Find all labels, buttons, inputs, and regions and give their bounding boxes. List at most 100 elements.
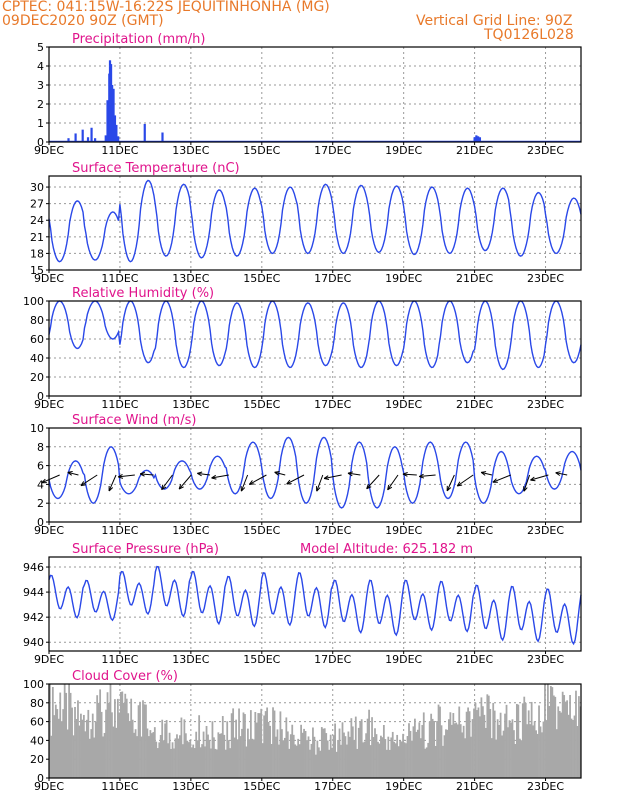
wind-vector-arrow [492, 474, 511, 483]
x-tick-label: 17DEC [314, 653, 351, 666]
cloud-bar [267, 721, 270, 778]
cloud-bar [281, 729, 283, 778]
y-tick-label: 3 [37, 79, 44, 92]
cloud-bar [356, 748, 359, 778]
precip-bar [94, 138, 97, 142]
cloud-bar [558, 710, 561, 778]
cloud-bar [275, 736, 277, 778]
cloud-bar [116, 698, 119, 778]
cloud-bar [476, 710, 478, 778]
wind-vector-arrow [240, 474, 249, 492]
x-tick-label: 13DEC [172, 780, 209, 793]
y-tick-label: 15 [30, 264, 44, 277]
cloud-bar [122, 702, 125, 778]
cloud-bar [396, 734, 399, 778]
y-tick-label: 24 [30, 214, 44, 227]
cloud-bar [465, 711, 468, 778]
wind-frame [48, 427, 582, 523]
cloud-bar [456, 724, 459, 778]
cloud-bar [97, 702, 100, 778]
cloud-bar [229, 748, 232, 778]
cloud-bar [564, 701, 567, 778]
cloud-bar [538, 705, 540, 778]
y-tick-label: 2 [37, 497, 44, 510]
cloud-bar [340, 744, 342, 778]
cloud-bar [255, 722, 258, 778]
cloud-bar [310, 743, 313, 778]
cloud-bar [316, 740, 319, 778]
cloud-bar [496, 719, 499, 778]
wind-arrow-head [316, 486, 321, 492]
precip-bar [111, 85, 114, 142]
cloud-bar [366, 718, 369, 778]
cloud-bar [198, 715, 201, 778]
precip-bar [475, 135, 478, 142]
cloud-bar [254, 711, 257, 778]
cloud-bar [50, 735, 53, 778]
y-tick-label: 944 [23, 586, 44, 599]
cloud-bar [134, 729, 137, 778]
cloud-bar [408, 723, 410, 778]
rh-panel: 0 20 40 60 80 100 9DEC 11DEC 13DEC 15DEC 17DEC 19DE… [23, 286, 582, 411]
cloud-bar [158, 742, 161, 778]
station-title: CPTEC: 041:15W-16:22S JEQUITINHONHA (MG) [2, 0, 330, 15]
cloud-bar [91, 713, 94, 778]
cloud-bar [223, 734, 226, 778]
cloud-bar [244, 714, 246, 778]
cloud-bar [541, 732, 543, 778]
cloud-bar [247, 728, 249, 778]
y-tick-label: 60 [30, 716, 44, 729]
wind-arrow-head [139, 471, 146, 477]
cloud-bar [248, 739, 251, 778]
cloud-bar [111, 712, 113, 778]
cloud-bar [380, 735, 382, 778]
wind-vector-arrow [387, 474, 399, 491]
x-tick-label: 23DEC [527, 653, 564, 666]
y-tick-label: 8 [37, 441, 44, 454]
model-id: TQ0126L028 [484, 27, 574, 43]
cloud-bar [143, 704, 146, 778]
cloud-bar [382, 724, 385, 778]
cloud-bar [484, 727, 487, 778]
cloud-bar [576, 726, 579, 778]
cloud-bar [510, 722, 512, 778]
wind-vector-arrow [316, 474, 324, 492]
cloud-bar [75, 718, 78, 778]
cloud-bar [375, 734, 378, 778]
wind-vector-arrow [211, 474, 229, 479]
cloud-bar [369, 745, 372, 778]
cloud-bar [527, 710, 530, 778]
cloud-bar [499, 712, 502, 778]
cloud-bar [195, 731, 198, 778]
cloud-bar [412, 726, 415, 778]
cloud-bar [80, 713, 82, 778]
precip-bar [161, 132, 164, 142]
wind-vector-arrow [523, 474, 531, 492]
cloud-bar [156, 748, 159, 778]
run-date: 09DEC2020 90Z (GMT) [2, 13, 164, 29]
cloud-bar [532, 725, 535, 778]
cloud-bar [145, 704, 147, 778]
y-tick-label: 21 [30, 231, 44, 244]
wind-vector-arrow [555, 472, 568, 476]
cloud-bar [359, 721, 362, 778]
cloud-bar [125, 698, 128, 778]
x-tick-label: 19DEC [385, 524, 422, 537]
cloud-bar [474, 702, 477, 778]
y-tick-label: 0 [37, 136, 44, 149]
cloud-bar [174, 738, 177, 778]
wind-vector-arrow [161, 474, 173, 490]
x-tick-label: 13DEC [172, 524, 209, 537]
wind-arrow-head [211, 474, 217, 480]
cloud-bar [294, 744, 297, 778]
cloud-bar [87, 709, 90, 778]
cloud-bar [230, 713, 233, 778]
cloud-bar [363, 741, 366, 778]
cloud-bar [458, 706, 461, 778]
cloud-bar [220, 733, 223, 778]
cloud-bar [227, 740, 230, 778]
cloud-bar [162, 740, 165, 778]
x-tick-label: 19DEC [385, 398, 422, 411]
cloud-bar [291, 724, 294, 778]
cloud-bar [328, 749, 331, 778]
